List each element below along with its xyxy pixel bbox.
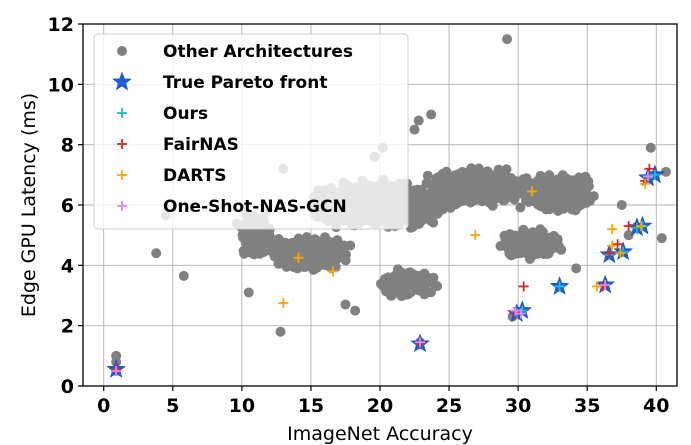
legend-other-architectures-marker — [117, 46, 127, 56]
y-tick-label: 4 — [61, 255, 74, 277]
other-architecture-point — [535, 178, 546, 189]
y-tick-label: 0 — [61, 376, 74, 398]
fairnas-point — [623, 221, 634, 232]
other-architecture-point — [266, 246, 277, 257]
other-architecture-point — [341, 249, 351, 260]
legend-true-pareto-front-label: True Pareto front — [163, 73, 327, 93]
other-architecture-point — [414, 200, 425, 210]
darts-point — [278, 298, 289, 309]
y-tick-label: 12 — [48, 14, 74, 36]
other-architecture-point — [325, 246, 336, 257]
x-tick-label: 40 — [643, 395, 669, 417]
y-axis-label: Edge GPU Latency (ms) — [18, 93, 40, 317]
fairnas-point — [518, 281, 529, 292]
other-architectures-point — [413, 115, 424, 126]
other-architectures-point — [275, 326, 286, 337]
darts-point — [607, 224, 618, 235]
other-architectures-point — [178, 270, 189, 281]
other-architecture-point — [501, 164, 512, 175]
other-architecture-point — [304, 245, 315, 256]
other-architectures-point — [409, 124, 420, 135]
other-architecture-point — [515, 202, 526, 213]
y-tick-label: 2 — [61, 316, 74, 338]
other-architecture-point — [476, 186, 487, 196]
other-architecture-point — [443, 173, 454, 184]
other-architecture-point — [530, 240, 540, 251]
other-architecture-point — [540, 247, 551, 258]
other-architecture-point — [566, 192, 577, 203]
other-architecture-point — [425, 215, 436, 226]
x-tick-label: 5 — [166, 395, 179, 417]
other-architecture-point — [412, 282, 423, 292]
legend-ours-label: Ours — [163, 104, 208, 124]
other-architecture-point — [291, 243, 301, 254]
x-tick-label: 25 — [436, 395, 462, 417]
other-architecture-point — [495, 188, 505, 199]
x-tick-label: 20 — [367, 395, 393, 417]
x-tick-label: 35 — [574, 395, 600, 417]
other-architecture-point — [422, 170, 433, 181]
other-architecture-point — [564, 175, 575, 185]
x-axis-ticks: 0 5 10 15 20 25 30 35 40 — [97, 386, 670, 417]
y-tick-label: 8 — [61, 135, 74, 157]
other-architecture-point — [460, 168, 471, 179]
other-architecture-point — [239, 248, 250, 259]
other-architecture-point — [421, 275, 432, 286]
y-tick-label: 10 — [48, 74, 74, 96]
legend-darts-label: DARTS — [163, 166, 226, 186]
other-architecture-point — [526, 249, 537, 260]
other-architecture-point — [518, 238, 529, 249]
other-architecture-point — [575, 186, 586, 197]
x-tick-label: 0 — [97, 395, 110, 417]
other-architecture-point — [408, 272, 419, 283]
x-tick-label: 15 — [298, 395, 324, 417]
other-architecture-point — [450, 193, 461, 204]
other-architecture-point — [551, 186, 562, 197]
other-architectures-point — [340, 299, 351, 310]
legend-other-architectures-label: Other Architectures — [163, 42, 353, 62]
other-architectures-point — [243, 287, 254, 298]
other-architectures-point — [645, 142, 656, 153]
other-architectures-point — [426, 109, 437, 120]
other-architecture-point — [461, 177, 472, 188]
other-architecture-point — [493, 164, 504, 175]
other-architectures-point — [616, 200, 627, 210]
other-architecture-point — [475, 176, 486, 187]
other-architectures-point — [656, 233, 667, 244]
other-architecture-point — [580, 171, 591, 182]
legend-fairnas-label: FairNAS — [163, 135, 239, 155]
darts-point — [470, 230, 481, 241]
other-architecture-point — [415, 188, 426, 199]
y-tick-label: 6 — [61, 195, 74, 217]
other-architecture-point — [281, 261, 292, 272]
other-architecture-point — [521, 173, 532, 184]
x-axis-label: ImageNet Accuracy — [287, 423, 473, 445]
y-axis-ticks: 0 2 4 6 8 10 12 — [48, 14, 83, 398]
other-architecture-point — [504, 229, 515, 240]
other-architectures-point — [571, 263, 582, 274]
other-architecture-point — [508, 246, 518, 257]
other-architecture-point — [427, 182, 438, 193]
other-architecture-point — [282, 248, 292, 258]
x-tick-label: 30 — [505, 395, 531, 417]
x-tick-label: 10 — [229, 395, 255, 417]
other-architecture-point — [509, 192, 520, 203]
other-architecture-point — [503, 179, 514, 190]
legend-one-shot-nas-gcn-label: One-Shot-NAS-GCN — [163, 197, 347, 217]
legend: Other Architectures True Pareto front Ours… — [93, 33, 409, 230]
other-architecture-point — [388, 278, 399, 289]
other-architecture-point — [250, 242, 261, 253]
other-architectures-point — [350, 305, 361, 316]
other-architecture-point — [432, 281, 443, 292]
other-architectures-point — [151, 248, 162, 259]
other-architectures-point — [502, 34, 513, 45]
